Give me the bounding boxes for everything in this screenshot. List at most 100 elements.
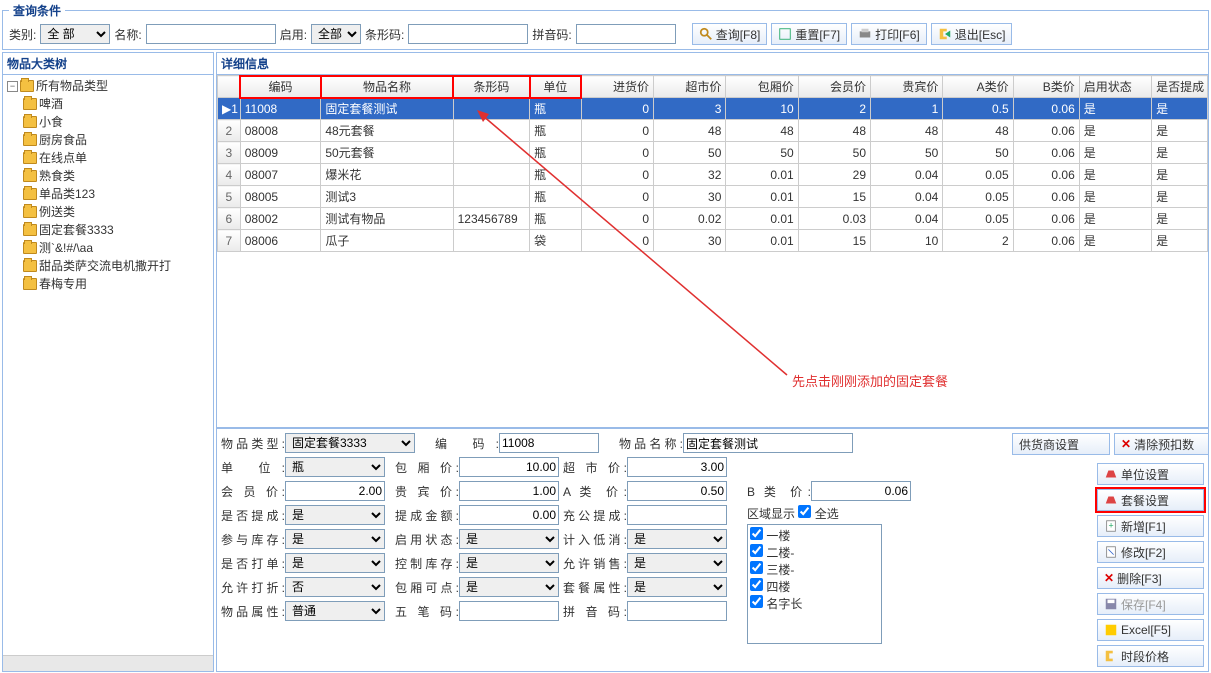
table-row[interactable]: 608002测试有物品123456789瓶00.020.010.030.040.… <box>218 208 1208 230</box>
items-grid[interactable]: 编码物品名称条形码单位进货价超市价包厢价会员价贵宾价A类价B类价启用状态是否提成… <box>217 75 1208 252</box>
combo-settings-button[interactable]: 套餐设置 <box>1097 489 1204 511</box>
folder-icon <box>23 98 37 110</box>
unit-settings-button[interactable]: 单位设置 <box>1097 463 1204 485</box>
category-tree[interactable]: − 所有物品类型 啤酒小食厨房食品在线点单熟食类单品类123例送类固定套餐333… <box>3 75 213 655</box>
time-price-button[interactable]: 时段价格 <box>1097 645 1204 667</box>
folder-icon <box>23 242 37 254</box>
detail-panel: 详细信息 编码物品名称条形码单位进货价超市价包厢价会员价贵宾价A类价B类价启用状… <box>216 52 1209 672</box>
wubi-input[interactable] <box>459 601 559 621</box>
category-label: 类别: <box>9 26 36 43</box>
category-select[interactable]: 全 部 <box>40 24 110 44</box>
table-row[interactable]: 408007爆米花瓶0320.01290.040.050.06是是 <box>218 164 1208 186</box>
bprice-input[interactable] <box>811 481 911 501</box>
col-header[interactable]: 是否提成 <box>1152 76 1208 98</box>
commission-select[interactable]: 是 <box>285 505 385 525</box>
table-row[interactable]: 508005测试3瓶0300.01150.040.050.06是是 <box>218 186 1208 208</box>
save-button[interactable]: 保存[F4] <box>1097 593 1204 615</box>
unit-select[interactable]: 瓶 <box>285 457 385 477</box>
tree-node[interactable]: 熟食类 <box>23 167 211 185</box>
tree-title: 物品大类树 <box>3 53 213 75</box>
member-input[interactable] <box>285 481 385 501</box>
table-row[interactable]: 708006瓜子袋0300.01151020.06是是 <box>218 230 1208 252</box>
name-label: 名称: <box>114 26 141 43</box>
stock-select[interactable]: 是 <box>285 529 385 549</box>
tree-hscroll[interactable] <box>3 655 213 671</box>
clear-button[interactable]: ✕清除预扣数 <box>1114 433 1209 455</box>
tree-node[interactable]: 甜品类萨交流电机撒开打 <box>23 257 211 275</box>
tree-node[interactable]: 单品类123 <box>23 185 211 203</box>
exit-button[interactable]: 退出[Esc] <box>931 23 1013 45</box>
tree-node[interactable]: 春梅专用 <box>23 275 211 293</box>
print-button[interactable]: 打印[F6] <box>851 23 927 45</box>
fill-input[interactable] <box>627 505 727 525</box>
side-actions: 供货商设置 ✕清除预扣数 单位设置 套餐设置 +新增[F1] 修改[F2] ✕删… <box>1093 429 1208 671</box>
region-checkbox[interactable] <box>750 561 763 574</box>
itemattr-select[interactable]: 普通 <box>285 601 385 621</box>
tree-root-node[interactable]: − 所有物品类型 <box>7 77 211 95</box>
col-header[interactable]: 会员价 <box>798 76 870 98</box>
region-checkbox[interactable] <box>750 544 763 557</box>
boxprice-input[interactable] <box>459 457 559 477</box>
new-button[interactable]: +新增[F1] <box>1097 515 1204 537</box>
py-input[interactable] <box>627 601 727 621</box>
col-header[interactable]: 超市价 <box>654 76 726 98</box>
folder-icon <box>23 170 37 182</box>
print-select[interactable]: 是 <box>285 553 385 573</box>
table-row[interactable]: 20800848元套餐瓶048484848480.06是是 <box>218 120 1208 142</box>
col-header[interactable]: 条形码 <box>453 76 529 98</box>
pinyin-input[interactable] <box>576 24 676 44</box>
tree-node[interactable]: 测`&!#/\aa <box>23 239 211 257</box>
col-header[interactable]: 编码 <box>240 76 321 98</box>
allowsale-select[interactable]: 是 <box>627 553 727 573</box>
col-header[interactable]: 贵宾价 <box>871 76 943 98</box>
tree-node[interactable]: 厨房食品 <box>23 131 211 149</box>
name-input[interactable] <box>146 24 276 44</box>
col-header[interactable]: 包厢价 <box>726 76 798 98</box>
folder-icon <box>23 116 37 128</box>
region-checkbox[interactable] <box>750 595 763 608</box>
item-name-input[interactable] <box>683 433 853 453</box>
query-button[interactable]: 查询[F8] <box>692 23 768 45</box>
tree-node[interactable]: 在线点单 <box>23 149 211 167</box>
category-tree-panel: 物品大类树 − 所有物品类型 啤酒小食厨房食品在线点单熟食类单品类123例送类固… <box>2 52 214 672</box>
col-header[interactable]: A类价 <box>943 76 1013 98</box>
enable-select[interactable]: 全部 <box>311 24 361 44</box>
col-header[interactable]: 单位 <box>530 76 582 98</box>
lowcons-select[interactable]: 是 <box>627 529 727 549</box>
tree-node[interactable]: 例送类 <box>23 203 211 221</box>
barcode-input[interactable] <box>408 24 528 44</box>
region-listbox[interactable]: 一楼 二楼- 三楼- 四楼 名字长 <box>747 524 882 644</box>
code-input[interactable] <box>499 433 599 453</box>
col-header[interactable]: 启用状态 <box>1079 76 1151 98</box>
tree-node[interactable]: 小食 <box>23 113 211 131</box>
market-input[interactable] <box>627 457 727 477</box>
boxpt-select[interactable]: 是 <box>459 577 559 597</box>
col-header[interactable]: B类价 <box>1013 76 1079 98</box>
folder-icon <box>23 188 37 200</box>
reset-button[interactable]: 重置[F7] <box>771 23 847 45</box>
item-type-select[interactable]: 固定套餐3333 <box>285 433 415 453</box>
vip-input[interactable] <box>459 481 559 501</box>
folder-icon <box>23 134 37 146</box>
col-header[interactable]: 进货价 <box>581 76 653 98</box>
col-header[interactable]: 物品名称 <box>321 76 453 98</box>
excel-button[interactable]: Excel[F5] <box>1097 619 1204 641</box>
region-all-checkbox[interactable] <box>798 505 811 518</box>
aprice-input[interactable] <box>627 481 727 501</box>
collapse-icon[interactable]: − <box>7 81 18 92</box>
allowdisc-select[interactable]: 否 <box>285 577 385 597</box>
svg-text:+: + <box>1108 521 1113 531</box>
setattr-select[interactable]: 是 <box>627 577 727 597</box>
tree-node[interactable]: 啤酒 <box>23 95 211 113</box>
edit-button[interactable]: 修改[F2] <box>1097 541 1204 563</box>
tree-node[interactable]: 固定套餐3333 <box>23 221 211 239</box>
table-row[interactable]: 30800950元套餐瓶050505050500.06是是 <box>218 142 1208 164</box>
enable-select2[interactable]: 是 <box>459 529 559 549</box>
table-row[interactable]: ▶111008固定套餐测试瓶0310210.50.06是是 <box>218 98 1208 120</box>
region-checkbox[interactable] <box>750 578 763 591</box>
ctrlstock-select[interactable]: 是 <box>459 553 559 573</box>
supplier-button[interactable]: 供货商设置 <box>1012 433 1110 455</box>
region-checkbox[interactable] <box>750 527 763 540</box>
delete-button[interactable]: ✕删除[F3] <box>1097 567 1204 589</box>
camt-input[interactable] <box>459 505 559 525</box>
